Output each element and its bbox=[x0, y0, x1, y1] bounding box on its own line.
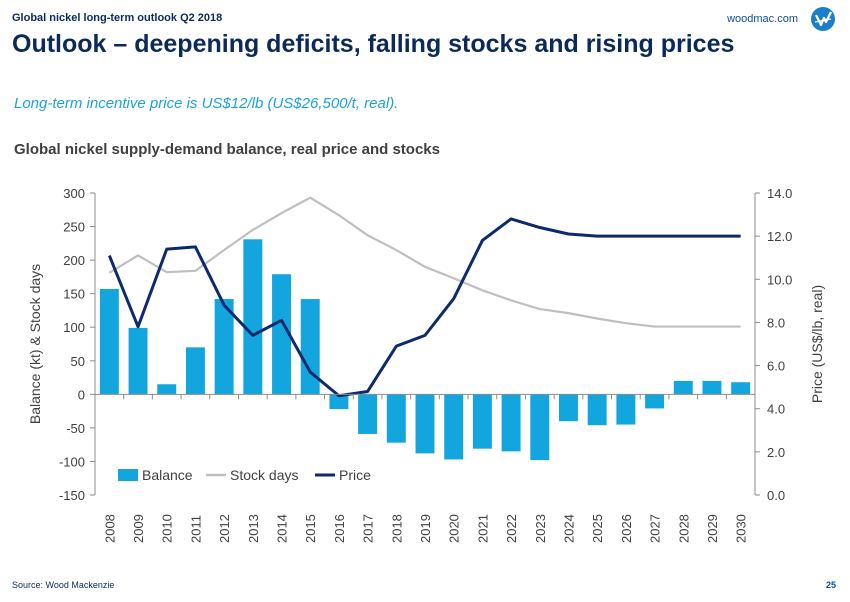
x-tick-label: 2023 bbox=[533, 514, 548, 543]
site-link[interactable]: woodmac.com bbox=[727, 13, 798, 25]
x-tick-label: 2030 bbox=[734, 514, 749, 543]
balance-bar bbox=[214, 299, 234, 395]
y2-tick-label: 10.0 bbox=[767, 272, 792, 287]
x-tick-label: 2009 bbox=[131, 514, 146, 543]
y2-tick-label: 8.0 bbox=[767, 315, 785, 330]
page-number: 25 bbox=[825, 580, 836, 590]
report-label: Global nickel long-term outlook Q2 2018 bbox=[12, 12, 223, 24]
price-line bbox=[107, 217, 741, 398]
x-tick-label: 2015 bbox=[303, 514, 318, 543]
y2-axis-title: Price (US$/lb, real) bbox=[809, 285, 825, 403]
page-title: Outlook – deepening deficits, falling st… bbox=[12, 30, 735, 58]
x-tick-label: 2019 bbox=[418, 514, 433, 543]
page-subtitle: Long-term incentive price is US$12/lb (U… bbox=[14, 95, 399, 112]
y-tick-label: -100 bbox=[59, 454, 85, 469]
y-tick-label: -150 bbox=[59, 488, 85, 503]
balance-bar bbox=[645, 394, 665, 409]
balance-bar bbox=[559, 394, 578, 422]
balance-bar bbox=[530, 394, 550, 461]
x-tick-label: 2026 bbox=[619, 514, 634, 543]
x-tick-label: 2022 bbox=[504, 514, 519, 543]
x-tick-label: 2014 bbox=[275, 514, 290, 543]
y-tick-label: 0 bbox=[78, 387, 85, 402]
legend-label-stock-days: Stock days bbox=[230, 467, 298, 483]
y-tick-label: -50 bbox=[66, 421, 85, 436]
x-tick-label: 2025 bbox=[590, 514, 605, 543]
x-tick-label: 2011 bbox=[188, 515, 203, 543]
x-tick-label: 2028 bbox=[676, 514, 691, 543]
x-tick-label: 2008 bbox=[102, 514, 117, 543]
x-tick-label: 2017 bbox=[361, 514, 376, 543]
balance-bar bbox=[415, 394, 435, 454]
x-tick-label: 2012 bbox=[217, 514, 232, 543]
legend-label-balance: Balance bbox=[142, 467, 193, 483]
balance-bar bbox=[386, 394, 406, 443]
legend-swatch-balance bbox=[118, 469, 138, 481]
balance-bar bbox=[300, 299, 320, 395]
balance-bar bbox=[501, 394, 521, 452]
y-axis-title: Balance (kt) & Stock days bbox=[27, 264, 43, 424]
balance-bar bbox=[185, 347, 205, 395]
woodmac-logo-icon bbox=[811, 7, 835, 31]
balance-bar bbox=[472, 394, 492, 449]
balance-bar bbox=[616, 394, 636, 425]
balance-bar bbox=[587, 394, 607, 426]
y2-tick-label: 4.0 bbox=[767, 402, 785, 417]
balance-bar bbox=[731, 382, 751, 395]
y2-tick-label: 6.0 bbox=[767, 359, 785, 374]
y2-tick-label: 0.0 bbox=[767, 488, 785, 503]
y-tick-label: 100 bbox=[63, 320, 85, 335]
y-tick-label: 150 bbox=[63, 287, 85, 302]
x-tick-label: 2029 bbox=[705, 514, 720, 543]
chart-legend: Balance Stock days Price bbox=[118, 467, 371, 483]
balance-bar bbox=[444, 394, 464, 460]
chart-title: Global nickel supply-demand balance, rea… bbox=[14, 141, 440, 158]
y-tick-label: 50 bbox=[71, 354, 85, 369]
balance-bar bbox=[157, 384, 177, 395]
y2-tick-label: 12.0 bbox=[767, 229, 792, 244]
balance-bars bbox=[99, 239, 751, 461]
balance-bar bbox=[243, 239, 263, 395]
x-tick-label: 2021 bbox=[475, 514, 490, 543]
balance-bar bbox=[329, 394, 349, 410]
balance-bar bbox=[99, 288, 119, 395]
x-tick-label: 2024 bbox=[561, 514, 576, 543]
y-tick-label: 200 bbox=[63, 253, 85, 268]
x-tick-label: 2016 bbox=[332, 514, 347, 543]
balance-bar bbox=[272, 274, 291, 395]
balance-bar bbox=[358, 394, 378, 434]
source-note: Source: Wood Mackenzie bbox=[12, 580, 115, 590]
balance-bar bbox=[673, 380, 693, 395]
balance-bar bbox=[128, 327, 148, 395]
legend-label-price: Price bbox=[339, 467, 371, 483]
y-tick-label: 300 bbox=[63, 186, 85, 201]
y2-tick-label: 2.0 bbox=[767, 445, 785, 460]
chart-lines bbox=[107, 196, 741, 398]
x-tick-label: 2020 bbox=[447, 514, 462, 543]
x-tick-label: 2027 bbox=[648, 514, 663, 543]
chart-axes: -150 -100 -50 0 50 100 150 200 250 300 0.0 2.0 4.0 6.… bbox=[27, 186, 825, 543]
x-tick-label: 2010 bbox=[160, 514, 175, 543]
y2-tick-label: 14.0 bbox=[767, 186, 792, 201]
balance-bar bbox=[702, 380, 722, 395]
x-tick-label: 2013 bbox=[246, 514, 261, 543]
stock-days-line bbox=[108, 196, 741, 328]
x-tick-label: 2018 bbox=[389, 514, 404, 543]
y-tick-label: 250 bbox=[63, 220, 85, 235]
